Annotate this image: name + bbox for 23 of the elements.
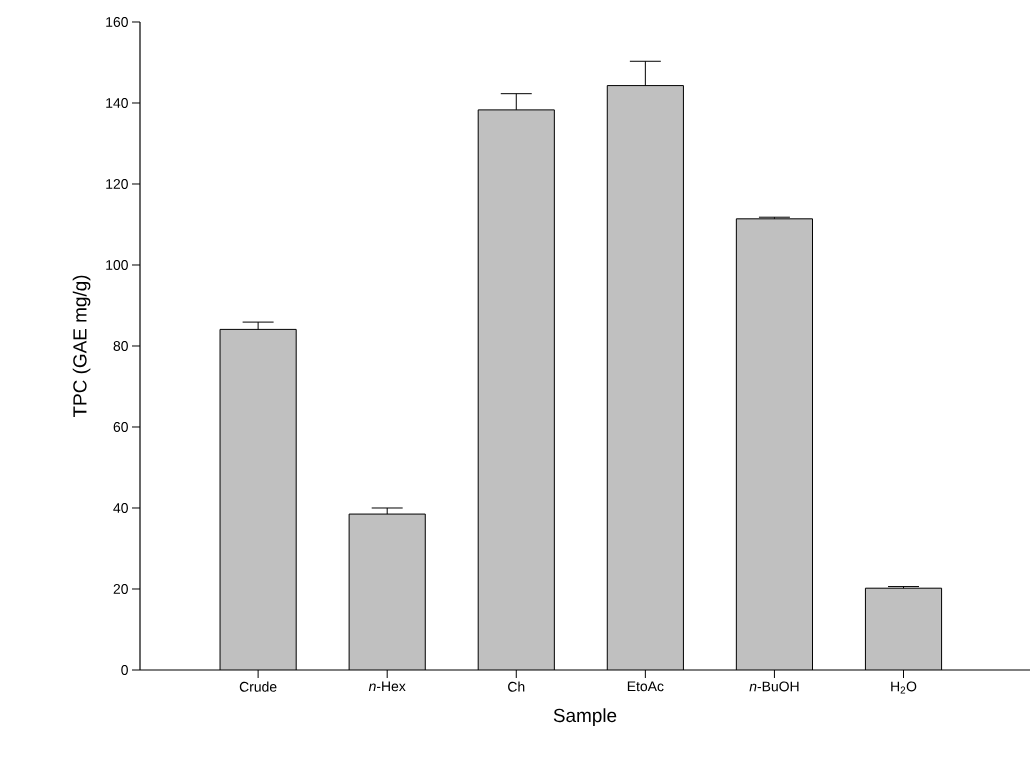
- x-tick-label: EtoAc: [627, 681, 664, 692]
- bar: [736, 218, 813, 670]
- y-tick-label: 80: [113, 341, 128, 351]
- y-tick-label: 100: [106, 260, 128, 270]
- bar: [607, 85, 684, 670]
- y-tick-label: 20: [113, 584, 128, 594]
- bar: [220, 329, 297, 670]
- x-tick-label: n-BuOH: [749, 681, 799, 692]
- y-tick-label: 120: [106, 179, 128, 189]
- y-tick-label: 0: [121, 665, 128, 675]
- y-axis-title: TPC (GAE mg/g): [72, 275, 91, 418]
- y-tick-label: 40: [113, 503, 128, 513]
- x-tick-label: Ch: [508, 681, 525, 692]
- bar: [864, 587, 943, 670]
- bar: [478, 109, 555, 670]
- y-tick-label: 160: [106, 17, 128, 27]
- x-tick-label: Crude: [239, 681, 277, 692]
- x-axis-title: Sample: [553, 708, 617, 726]
- y-tick-label: 140: [106, 98, 128, 108]
- x-tick-label: H$_{2}$O: [891, 681, 917, 694]
- y-tick-label: 60: [113, 422, 128, 432]
- x-tick-label: n-Hex: [368, 681, 406, 692]
- bar: [349, 514, 426, 670]
